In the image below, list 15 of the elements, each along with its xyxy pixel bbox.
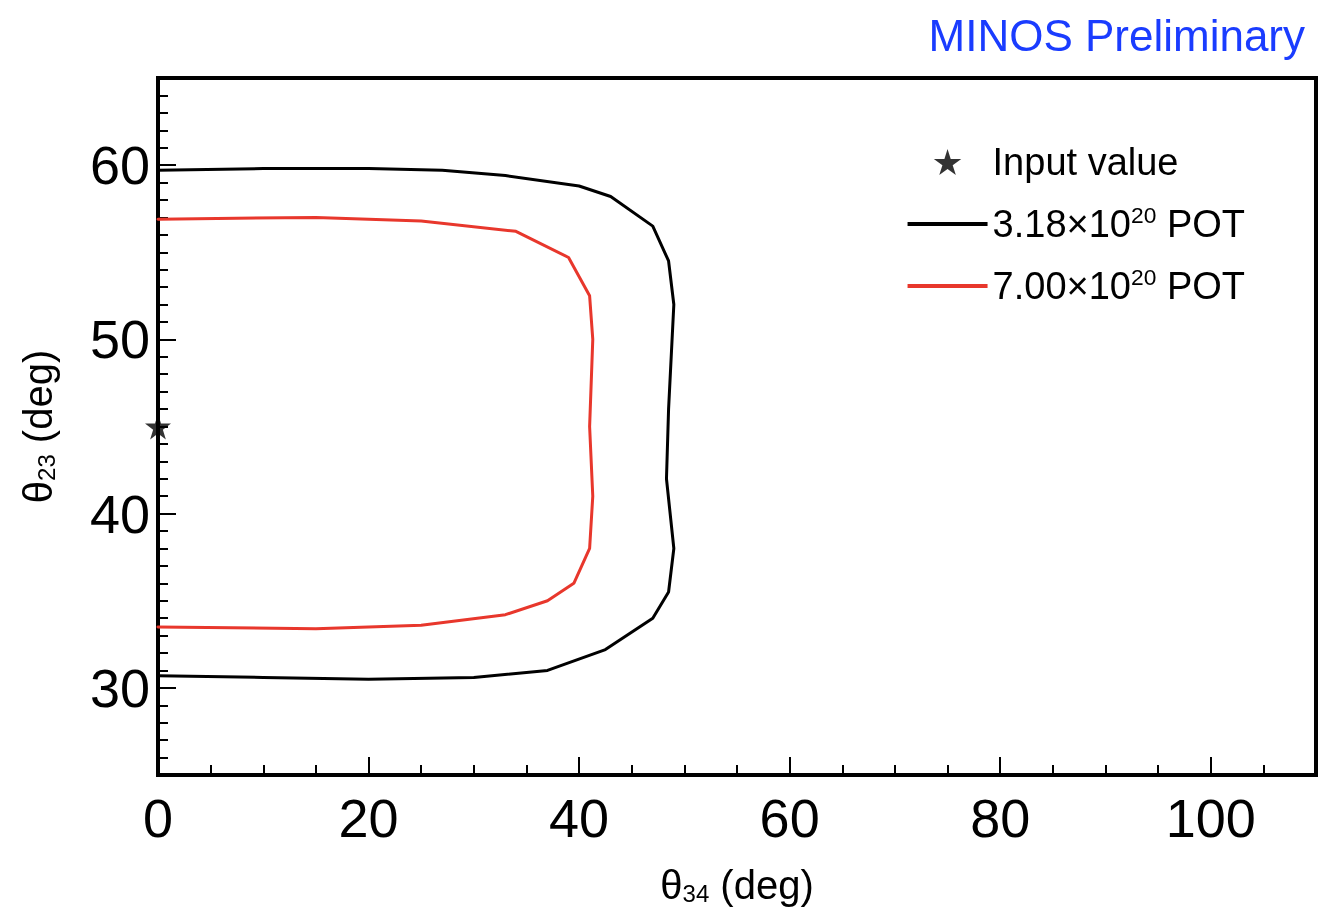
x-tick-label: 60	[759, 788, 820, 848]
x-tick-label: 0	[142, 788, 174, 848]
x-tick-label: 100	[1165, 788, 1256, 848]
y-tick-label: 40	[89, 483, 150, 544]
x-tick-label: 40	[549, 788, 610, 848]
chart-title: MINOS Preliminary	[928, 10, 1306, 60]
x-tick-label: 80	[970, 788, 1031, 848]
x-tick-label: 20	[338, 788, 399, 848]
legend-label: Input value	[992, 141, 1179, 183]
y-tick-label: 50	[89, 309, 150, 370]
line-series	[156, 215, 595, 631]
y-tick-label: 30	[89, 657, 150, 718]
x-axis-title: θ34 (deg)	[660, 863, 814, 907]
y-axis-title: θ23 (deg)	[16, 349, 60, 504]
y-tick-label: 60	[89, 135, 150, 196]
